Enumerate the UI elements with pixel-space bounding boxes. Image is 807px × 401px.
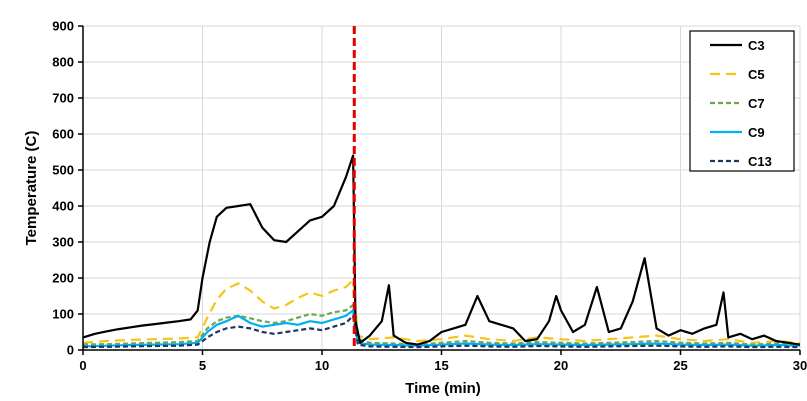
y-tick-label: 600 xyxy=(52,127,74,142)
x-tick-label: 0 xyxy=(79,358,86,373)
legend-label-c9: C9 xyxy=(748,125,765,140)
x-tick-label: 5 xyxy=(199,358,206,373)
x-tick-labels: 0 5 10 15 20 25 30 xyxy=(79,358,807,373)
x-tick-label: 25 xyxy=(673,358,687,373)
legend-label-c7: C7 xyxy=(748,96,765,111)
x-axis-title: Time (min) xyxy=(405,380,481,397)
y-tick-label: 100 xyxy=(52,307,74,322)
y-tick-labels: 0 100 200 300 400 500 600 700 800 900 xyxy=(52,19,74,358)
legend-label-c3: C3 xyxy=(748,38,765,53)
y-axis-title: Temperature (C) xyxy=(23,131,40,246)
legend-label-c13: C13 xyxy=(748,154,772,169)
series-line-c7 xyxy=(82,303,801,346)
series-line-c3 xyxy=(82,154,801,346)
y-tick-label: 300 xyxy=(52,235,74,250)
y-tick-label: 500 xyxy=(52,163,74,178)
y-tick-label: 900 xyxy=(52,19,74,34)
y-tick-label: 400 xyxy=(52,199,74,214)
series-line-c13 xyxy=(82,314,801,349)
x-tick-label: 15 xyxy=(434,358,448,373)
legend-label-c5: C5 xyxy=(748,67,765,82)
axes xyxy=(78,25,801,355)
legend: C3 C5 C7 C9 C13 xyxy=(689,30,795,172)
x-tick-label: 30 xyxy=(793,358,807,373)
x-tick-label: 10 xyxy=(315,358,329,373)
x-tick-label: 20 xyxy=(554,358,568,373)
legend-box xyxy=(689,30,795,172)
y-tick-label: 200 xyxy=(52,271,74,286)
y-tick-label: 800 xyxy=(52,55,74,70)
y-tick-label: 700 xyxy=(52,91,74,106)
y-tick-label: 0 xyxy=(67,343,74,358)
